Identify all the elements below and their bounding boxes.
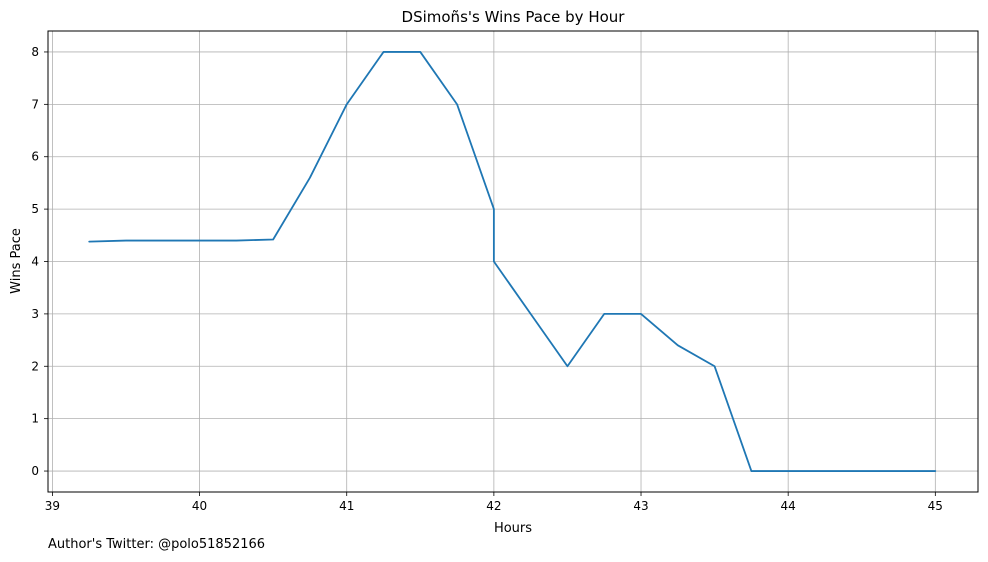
x-tick-label: 42 <box>486 499 501 513</box>
x-tick-label: 43 <box>633 499 648 513</box>
series-line <box>88 51 937 472</box>
x-axis: 39 40 41 42 43 44 45 <box>45 492 943 513</box>
y-tick-label: 6 <box>31 150 39 164</box>
x-tick-label: 39 <box>45 499 60 513</box>
x-tick-label: 45 <box>928 499 943 513</box>
author-credit: Author's Twitter: @polo51852166 <box>48 537 266 552</box>
x-tick-label: 40 <box>192 499 207 513</box>
series-layer <box>88 51 937 472</box>
y-tick-label: 4 <box>31 255 39 269</box>
x-tick-label: 41 <box>339 499 354 513</box>
y-axis: 0 1 2 3 4 5 6 7 8 <box>31 45 48 478</box>
y-tick-label: 0 <box>31 464 39 478</box>
y-tick-label: 5 <box>31 202 39 216</box>
y-tick-label: 2 <box>31 359 39 373</box>
chart-title: DSimoñs's Wins Pace by Hour <box>402 8 626 26</box>
x-tick-label: 44 <box>781 499 796 513</box>
grid <box>48 31 978 492</box>
x-axis-label: Hours <box>494 521 532 536</box>
y-tick-label: 7 <box>31 97 39 111</box>
y-tick-label: 3 <box>31 307 39 321</box>
y-tick-label: 8 <box>31 45 39 59</box>
y-axis-label: Wins Pace <box>9 228 24 294</box>
y-tick-label: 1 <box>31 412 39 426</box>
